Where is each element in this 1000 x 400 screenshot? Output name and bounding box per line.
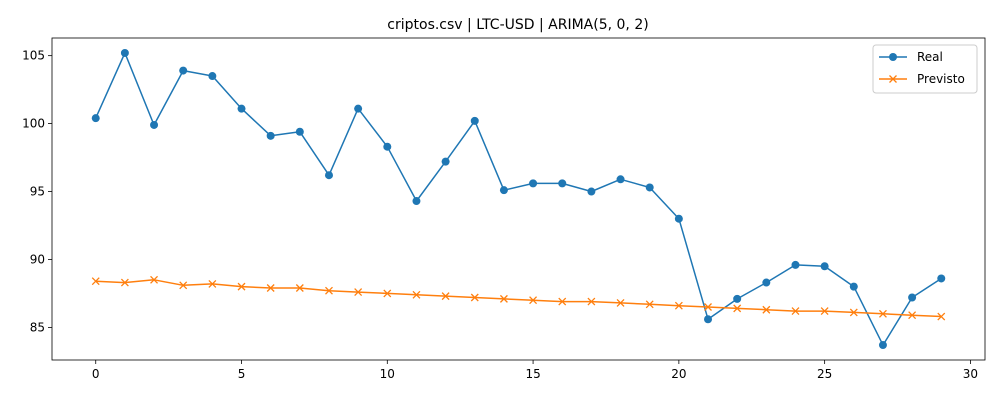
legend-item-previsto: Previsto	[879, 72, 965, 86]
data-point	[791, 307, 800, 316]
data-point	[791, 260, 800, 269]
data-point	[208, 72, 217, 81]
x-tick-label: 30	[963, 367, 978, 381]
data-point	[179, 66, 188, 75]
data-point	[529, 296, 538, 305]
data-point	[529, 179, 538, 188]
data-point	[733, 294, 742, 303]
data-point	[266, 131, 275, 140]
y-tick-label: 85	[30, 320, 45, 334]
data-point	[354, 288, 363, 297]
chart-title: criptos.csv | LTC-USD | ARIMA(5, 0, 2)	[387, 17, 648, 33]
data-point	[645, 300, 654, 309]
data-point	[645, 183, 654, 192]
y-tick-label: 90	[30, 252, 45, 266]
data-point	[499, 186, 508, 195]
legend: Real Previsto	[872, 44, 978, 94]
data-point	[849, 282, 858, 291]
data-point	[733, 304, 742, 313]
data-point	[616, 175, 625, 184]
data-point	[120, 278, 129, 287]
legend-label: Previsto	[917, 72, 965, 86]
data-point	[849, 308, 858, 317]
data-point	[383, 289, 392, 298]
data-point	[674, 301, 683, 310]
data-point	[412, 197, 421, 206]
data-point	[324, 171, 333, 180]
data-point	[908, 311, 917, 320]
data-point	[616, 298, 625, 307]
data-point	[237, 282, 246, 291]
series-line	[95, 52, 942, 346]
data-point	[937, 312, 946, 321]
data-point	[150, 275, 159, 284]
y-tick-label: 105	[22, 49, 45, 63]
data-point	[383, 142, 392, 151]
series-real	[91, 48, 946, 350]
plot-area	[91, 48, 946, 350]
data-point	[558, 297, 567, 306]
data-point	[412, 290, 421, 299]
x-tick-label: 25	[817, 367, 832, 381]
data-point	[470, 293, 479, 302]
data-point	[674, 214, 683, 223]
data-point	[587, 187, 596, 196]
data-point	[295, 284, 304, 292]
data-point	[937, 274, 946, 283]
legend-label: Real	[917, 50, 943, 64]
data-point	[762, 305, 771, 314]
x-tick-label: 10	[380, 367, 395, 381]
data-point	[150, 120, 159, 129]
legend-marker	[889, 53, 897, 61]
legend-item-real: Real	[879, 50, 943, 64]
x-tick-label: 20	[671, 367, 686, 381]
series-line	[95, 279, 942, 318]
axes: 0 5 10 15 20 25 30 85 90 95 100 105	[22, 37, 986, 381]
data-point	[704, 303, 712, 311]
data-point	[762, 278, 771, 287]
data-point	[820, 307, 829, 316]
data-point	[499, 294, 508, 303]
data-point	[908, 293, 917, 302]
data-point	[266, 284, 275, 292]
series-previsto	[91, 275, 946, 321]
data-point	[91, 114, 100, 123]
y-tick-label: 95	[30, 185, 45, 199]
data-point	[295, 127, 304, 136]
x-tick-label: 5	[238, 367, 246, 381]
x-tick-label: 0	[92, 367, 100, 381]
data-point	[120, 48, 129, 57]
data-point	[704, 315, 713, 324]
data-point	[878, 309, 887, 318]
data-point	[878, 341, 887, 350]
data-point	[179, 281, 188, 290]
data-point	[441, 292, 450, 301]
data-point	[91, 277, 100, 286]
data-point	[558, 179, 567, 188]
data-point	[354, 104, 363, 113]
data-point	[208, 279, 217, 288]
data-point	[237, 104, 246, 113]
data-point	[820, 262, 829, 271]
data-point	[587, 297, 596, 306]
x-tick-label: 15	[525, 367, 540, 381]
axes-frame	[51, 37, 986, 361]
y-tick-label: 100	[22, 117, 45, 131]
data-point	[441, 157, 450, 166]
legend-marker	[889, 75, 897, 83]
data-point	[470, 116, 479, 125]
data-point	[325, 286, 333, 295]
